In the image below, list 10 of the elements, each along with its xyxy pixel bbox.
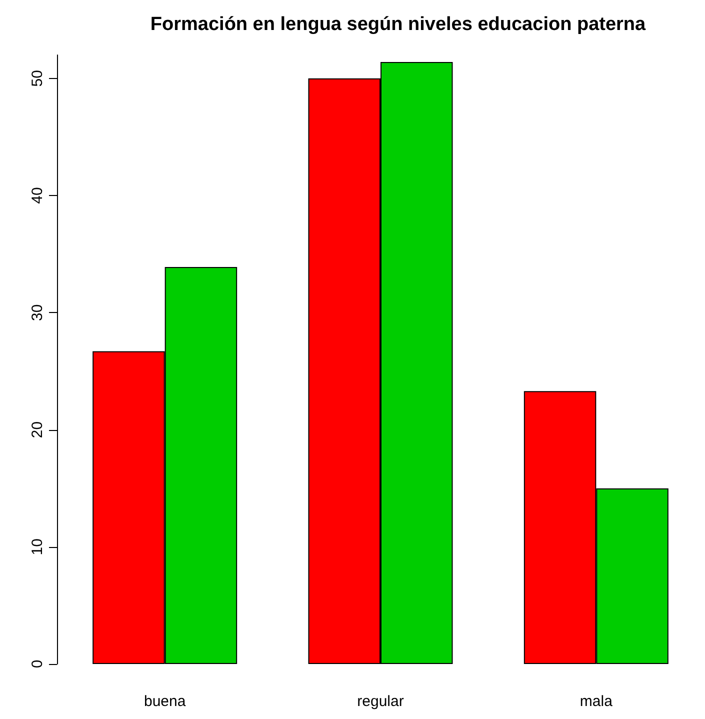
x-tick-label: regular — [357, 693, 404, 710]
y-tick-label: 40 — [29, 187, 46, 204]
y-tick-label: 0 — [29, 660, 46, 668]
x-tick-label: buena — [144, 693, 186, 710]
y-tick-label: 30 — [29, 304, 46, 321]
x-tick-label: mala — [580, 693, 614, 710]
chart-title: Formación en lengua según niveles educacion paterna — [150, 14, 646, 35]
y-tick-label: 20 — [29, 421, 46, 438]
y-tick-label: 10 — [29, 538, 46, 556]
y-tick-label: 50 — [29, 70, 46, 87]
